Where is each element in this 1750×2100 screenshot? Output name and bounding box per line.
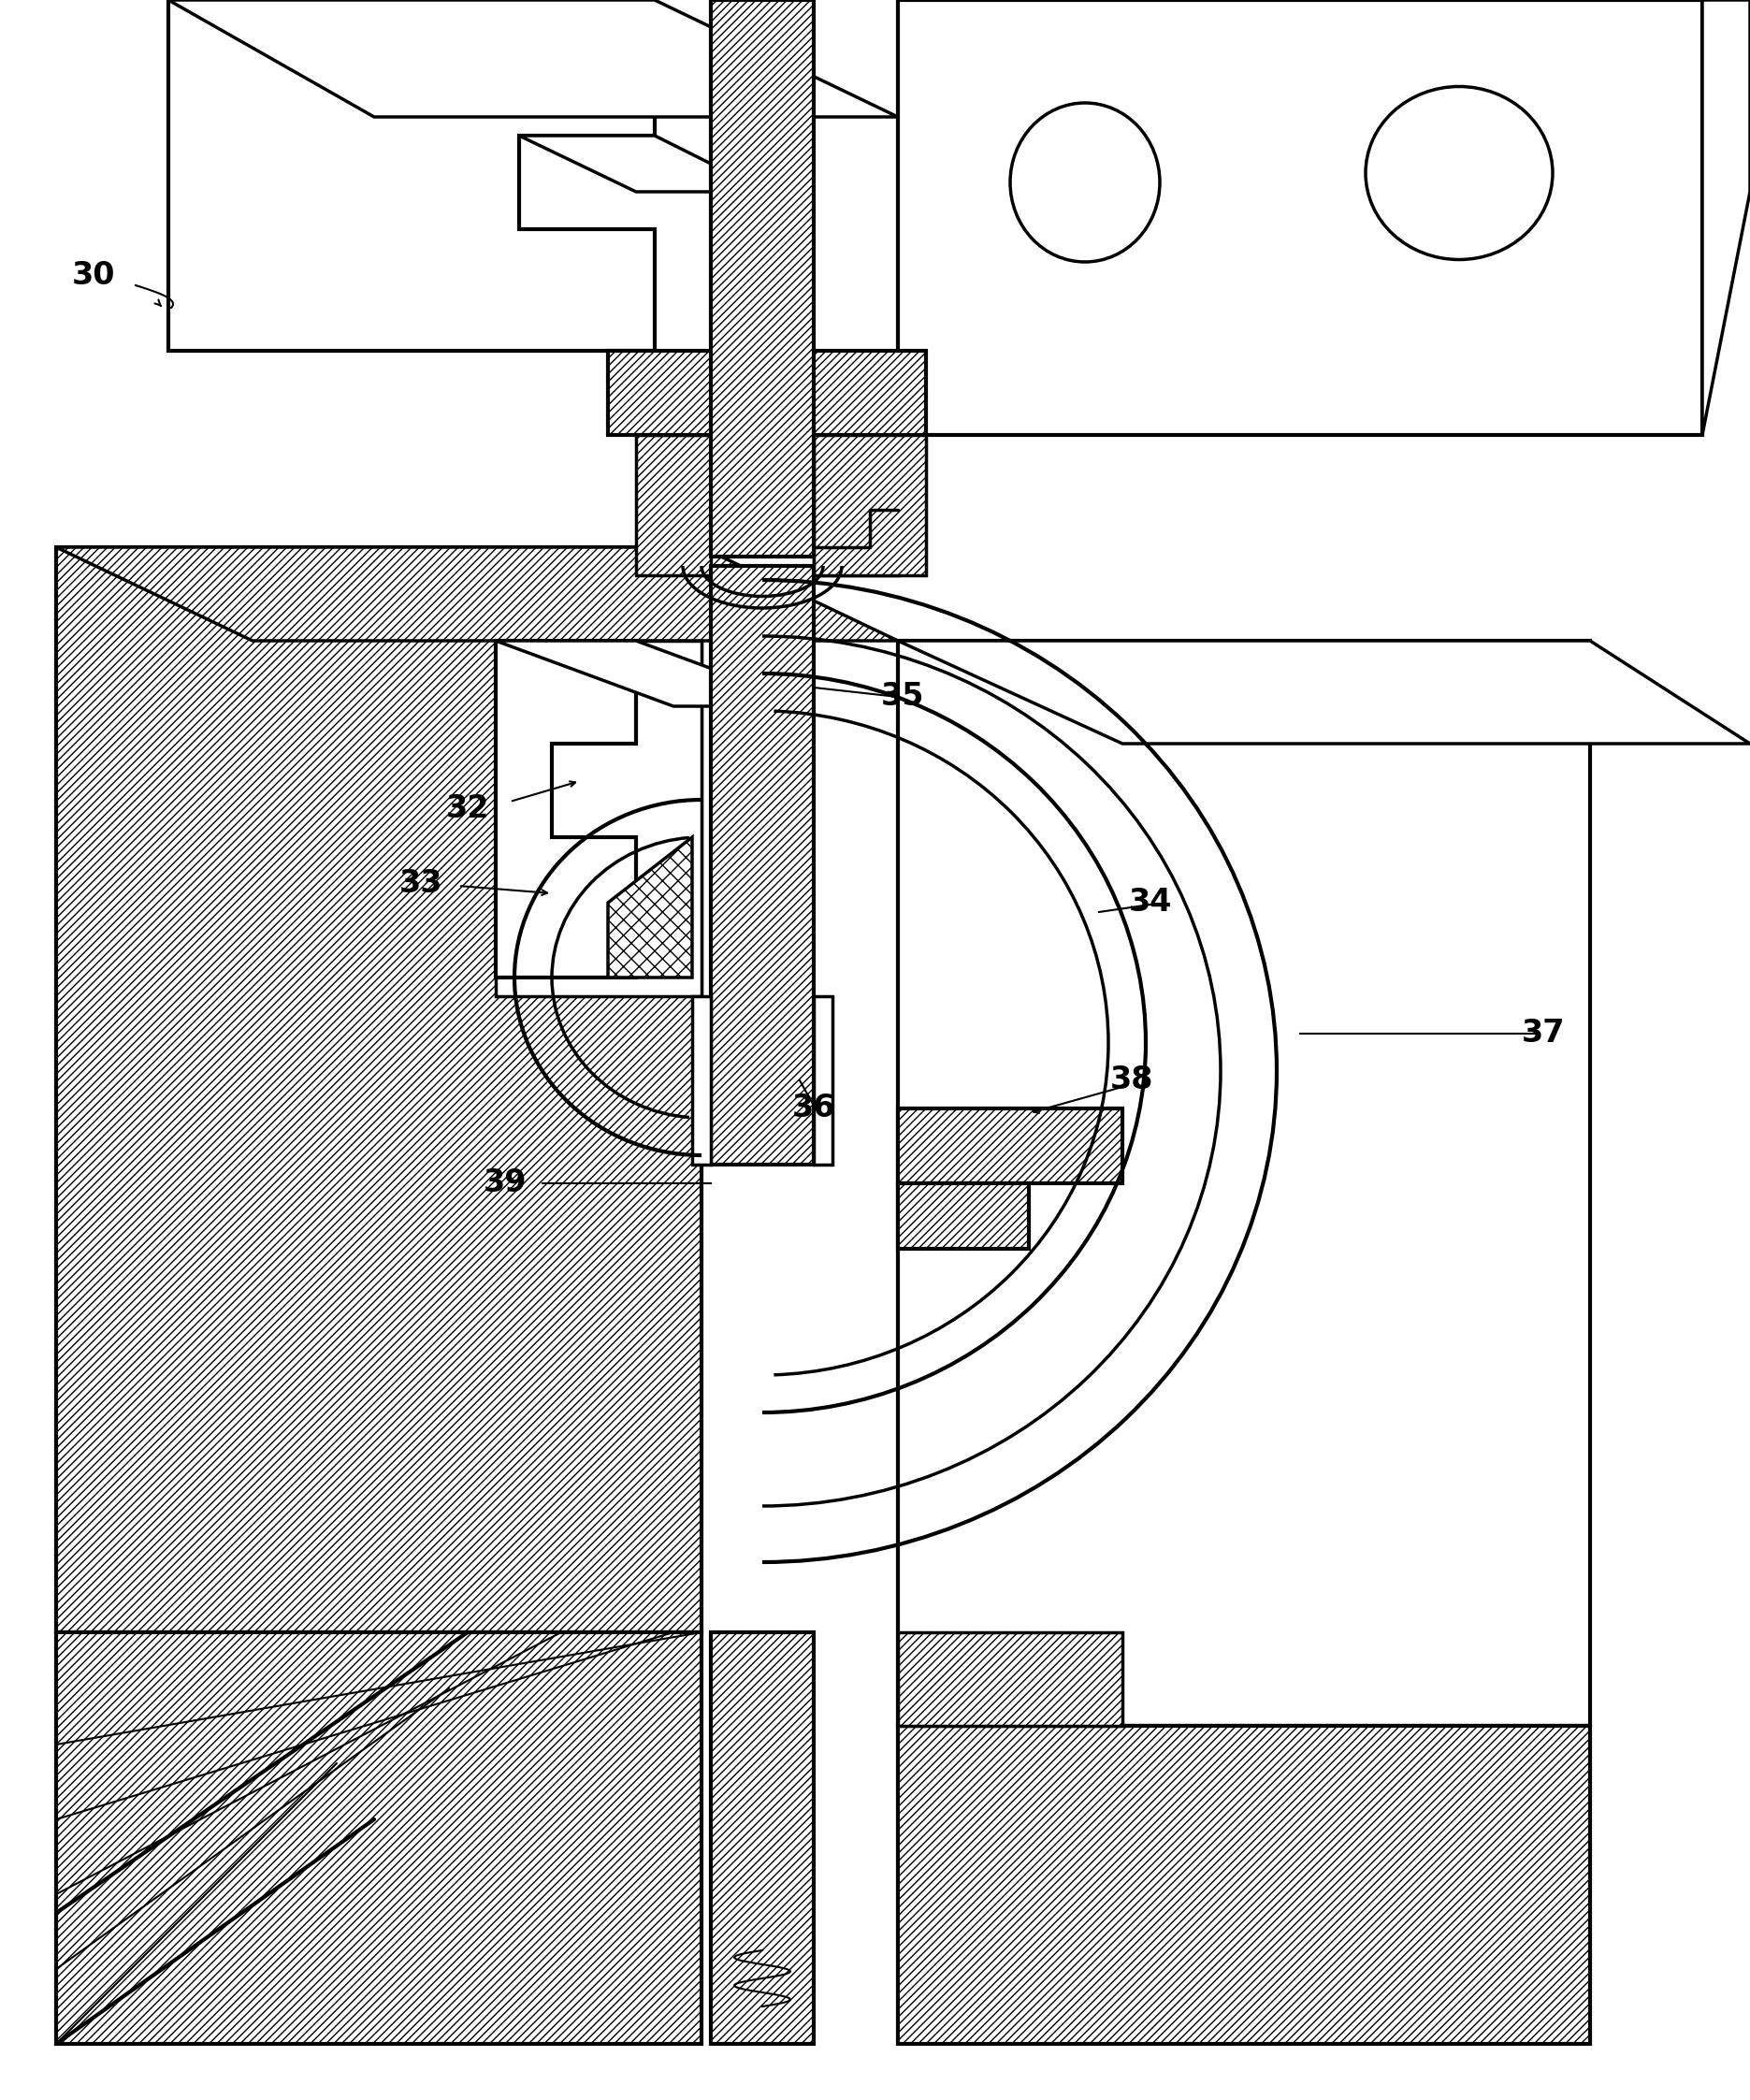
Polygon shape bbox=[56, 548, 898, 640]
Polygon shape bbox=[607, 351, 926, 435]
Polygon shape bbox=[814, 995, 833, 1166]
Polygon shape bbox=[711, 565, 814, 1166]
Polygon shape bbox=[607, 838, 693, 976]
Polygon shape bbox=[635, 435, 711, 575]
Text: 35: 35 bbox=[880, 680, 924, 712]
Polygon shape bbox=[495, 640, 702, 995]
Text: 36: 36 bbox=[793, 1092, 835, 1124]
Polygon shape bbox=[898, 1109, 1122, 1182]
Polygon shape bbox=[711, 1632, 814, 2043]
Polygon shape bbox=[495, 640, 814, 706]
Polygon shape bbox=[711, 0, 814, 557]
Polygon shape bbox=[1703, 0, 1750, 435]
Polygon shape bbox=[898, 640, 1750, 743]
Ellipse shape bbox=[1010, 103, 1160, 262]
Polygon shape bbox=[814, 435, 898, 575]
Ellipse shape bbox=[1365, 86, 1552, 260]
Text: 37: 37 bbox=[1521, 1019, 1564, 1050]
Polygon shape bbox=[168, 0, 898, 118]
Polygon shape bbox=[898, 1632, 1122, 1726]
Polygon shape bbox=[898, 640, 1591, 1726]
Polygon shape bbox=[693, 995, 711, 1166]
Text: 38: 38 bbox=[1110, 1065, 1153, 1096]
Polygon shape bbox=[168, 0, 654, 351]
Polygon shape bbox=[56, 548, 702, 1632]
Polygon shape bbox=[898, 1726, 1591, 2043]
Text: 33: 33 bbox=[399, 869, 443, 899]
Text: 34: 34 bbox=[1129, 886, 1173, 918]
Text: 39: 39 bbox=[483, 1168, 527, 1199]
Polygon shape bbox=[898, 1182, 1029, 1250]
Polygon shape bbox=[898, 0, 1703, 435]
Text: 30: 30 bbox=[72, 260, 116, 292]
Polygon shape bbox=[495, 640, 635, 977]
Polygon shape bbox=[520, 137, 766, 191]
Polygon shape bbox=[56, 1632, 702, 2043]
Text: 32: 32 bbox=[446, 794, 490, 825]
Polygon shape bbox=[814, 435, 926, 575]
